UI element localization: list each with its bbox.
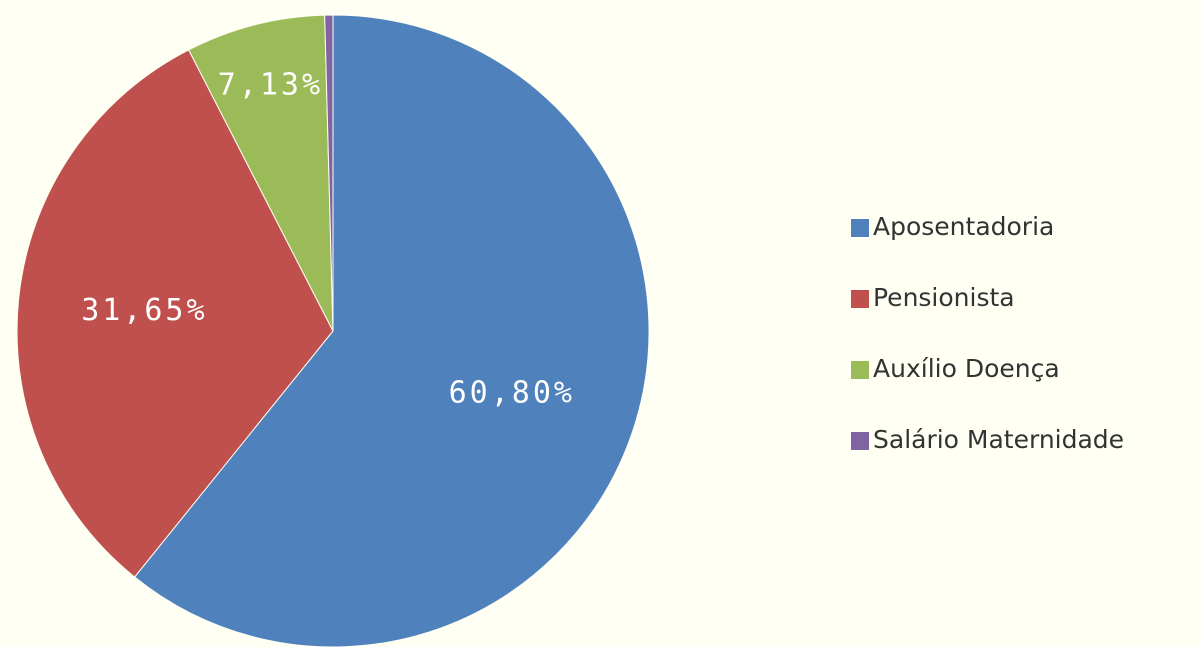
data-label: 7,13% xyxy=(218,68,323,103)
legend-label: Auxílio Doença xyxy=(873,354,1060,383)
data-label: 60,80% xyxy=(449,376,575,411)
legend-label: Pensionista xyxy=(873,283,1015,312)
pie-slice xyxy=(324,14,334,332)
legend-label: Aposentadoria xyxy=(873,212,1054,241)
pie-slice xyxy=(133,14,650,647)
legend-swatch xyxy=(851,432,869,450)
legend-swatch xyxy=(851,361,869,379)
pie-slice xyxy=(187,14,334,332)
legend-label: Salário Maternidade xyxy=(873,425,1124,454)
legend-swatch xyxy=(851,219,869,237)
data-label: 31,65% xyxy=(81,293,207,328)
pie-slice xyxy=(16,49,334,578)
legend-swatch xyxy=(851,290,869,308)
